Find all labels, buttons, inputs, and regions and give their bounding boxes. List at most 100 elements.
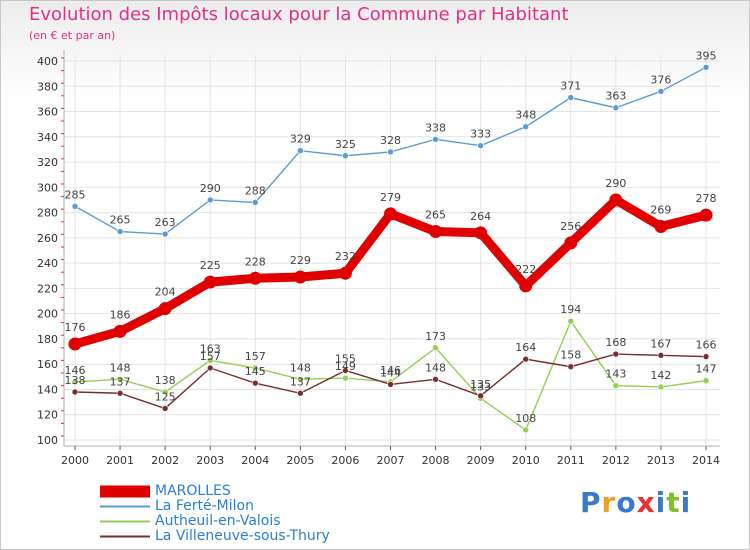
legend-item-autheuil-en-valois: Autheuil-en-Valois bbox=[100, 514, 330, 529]
data-label-la-villeneuve-sous-thury: 164 bbox=[515, 341, 536, 354]
data-point-la-ferte-milon bbox=[297, 147, 304, 154]
data-point-marolles bbox=[429, 225, 443, 239]
data-point-marolles bbox=[68, 337, 82, 351]
data-point-marolles bbox=[203, 275, 217, 289]
data-label-marolles: 278 bbox=[696, 192, 717, 205]
data-label-la-villeneuve-sous-thury: 158 bbox=[560, 349, 581, 362]
data-point-marolles bbox=[338, 266, 352, 280]
y-tick-label: 160 bbox=[37, 358, 58, 371]
x-tick-label: 2000 bbox=[61, 454, 89, 467]
y-tick-label: 280 bbox=[37, 207, 58, 220]
data-label-autheuil-en-valois: 133 bbox=[470, 380, 491, 393]
data-point-autheuil-en-valois bbox=[71, 378, 79, 386]
data-label-marolles: 204 bbox=[155, 286, 176, 299]
data-point-marolles bbox=[384, 207, 397, 221]
y-tick-label: 400 bbox=[37, 55, 58, 68]
data-point-marolles bbox=[248, 271, 262, 285]
data-point-autheuil-en-valois bbox=[702, 377, 710, 384]
data-label-autheuil-en-valois: 173 bbox=[425, 330, 446, 343]
data-label-la-ferte-milon: 325 bbox=[335, 138, 356, 151]
logo-letter: o bbox=[616, 486, 637, 519]
data-point-autheuil-en-valois bbox=[522, 426, 530, 434]
legend-label: La Ferté-Milon bbox=[155, 498, 254, 514]
legend-item-la-villeneuve-sous-thury: La Villeneuve-sous-Thury bbox=[100, 529, 330, 544]
data-label-autheuil-en-valois: 147 bbox=[696, 363, 717, 376]
data-label-autheuil-en-valois: 157 bbox=[245, 350, 266, 363]
data-point-la-villeneuve-sous-thury bbox=[432, 376, 439, 383]
data-label-autheuil-en-valois: 146 bbox=[380, 364, 401, 377]
legend-swatch-la-ferte-milon bbox=[100, 505, 150, 508]
y-tick-label: 340 bbox=[37, 131, 58, 144]
data-point-la-villeneuve-sous-thury bbox=[702, 353, 710, 360]
data-label-autheuil-en-valois: 146 bbox=[65, 364, 86, 377]
logo-letter: i bbox=[655, 486, 667, 519]
data-label-la-ferte-milon: 263 bbox=[155, 216, 176, 229]
x-tick-label: 2014 bbox=[692, 454, 720, 467]
data-label-autheuil-en-valois: 138 bbox=[155, 374, 176, 387]
legend-item-marolles: MAROLLES bbox=[100, 484, 330, 499]
proxiti-logo: Proxiti bbox=[580, 486, 691, 519]
data-point-la-ferte-milon bbox=[116, 228, 124, 235]
x-tick-label: 2009 bbox=[467, 454, 495, 467]
data-label-marolles: 222 bbox=[515, 263, 536, 276]
logo-letter: P bbox=[580, 486, 602, 519]
data-point-la-ferte-milon bbox=[251, 199, 259, 206]
data-point-marolles bbox=[293, 270, 307, 284]
data-point-autheuil-en-valois bbox=[297, 376, 304, 383]
data-label-autheuil-en-valois: 148 bbox=[110, 361, 131, 374]
data-point-autheuil-en-valois bbox=[116, 376, 124, 383]
data-point-autheuil-en-valois bbox=[612, 382, 620, 389]
data-point-autheuil-en-valois bbox=[567, 317, 575, 325]
y-tick-label: 140 bbox=[37, 383, 58, 396]
data-point-marolles bbox=[113, 324, 127, 338]
y-tick-label: 320 bbox=[37, 156, 58, 169]
x-tick-label: 2008 bbox=[422, 454, 450, 467]
data-point-autheuil-en-valois bbox=[432, 344, 439, 352]
data-label-la-ferte-milon: 348 bbox=[515, 109, 536, 122]
legend-swatch-marolles bbox=[100, 485, 150, 498]
data-point-autheuil-en-valois bbox=[657, 383, 665, 391]
data-label-marolles: 256 bbox=[560, 220, 581, 233]
data-label-la-ferte-milon: 333 bbox=[470, 128, 491, 141]
data-point-la-ferte-milon bbox=[71, 202, 79, 210]
y-tick-label: 120 bbox=[37, 409, 58, 422]
data-point-la-ferte-milon bbox=[657, 88, 665, 95]
data-label-la-villeneuve-sous-thury: 138 bbox=[65, 374, 86, 387]
data-label-autheuil-en-valois: 143 bbox=[605, 368, 626, 381]
logo-letter: x bbox=[636, 486, 656, 519]
y-tick-label: 380 bbox=[37, 80, 58, 93]
data-label-autheuil-en-valois: 194 bbox=[560, 303, 581, 316]
legend-label: MAROLLES bbox=[155, 483, 231, 499]
x-tick-label: 2010 bbox=[512, 454, 540, 467]
data-label-la-villeneuve-sous-thury: 168 bbox=[605, 336, 626, 349]
data-point-la-ferte-milon bbox=[702, 64, 710, 71]
data-label-la-ferte-milon: 363 bbox=[605, 90, 626, 103]
y-tick-label: 100 bbox=[37, 434, 58, 447]
data-point-la-ferte-milon bbox=[522, 123, 530, 130]
legend-item-la-ferte-milon: La Ferté-Milon bbox=[100, 499, 330, 514]
data-point-la-villeneuve-sous-thury bbox=[567, 363, 575, 371]
data-point-la-villeneuve-sous-thury bbox=[161, 405, 169, 412]
logo-letter: r bbox=[601, 486, 617, 519]
data-label-la-villeneuve-sous-thury: 135 bbox=[470, 378, 491, 391]
data-label-la-ferte-milon: 338 bbox=[425, 121, 446, 134]
data-label-la-ferte-milon: 288 bbox=[245, 184, 266, 197]
data-point-la-ferte-milon bbox=[161, 230, 169, 238]
legend-label: La Villeneuve-sous-Thury bbox=[155, 528, 330, 544]
chart-subtitle: (en € et par an) bbox=[29, 29, 116, 42]
y-tick-label: 260 bbox=[37, 232, 58, 245]
data-point-la-villeneuve-sous-thury bbox=[342, 367, 349, 374]
data-label-la-villeneuve-sous-thury: 144 bbox=[380, 366, 401, 379]
data-point-marolles bbox=[654, 219, 668, 233]
data-label-la-ferte-milon: 329 bbox=[290, 133, 311, 146]
data-point-la-ferte-milon bbox=[477, 142, 484, 149]
data-point-autheuil-en-valois bbox=[251, 364, 259, 372]
x-tick-label: 2006 bbox=[331, 454, 359, 467]
data-point-la-ferte-milon bbox=[612, 104, 620, 112]
data-label-marolles: 232 bbox=[335, 250, 356, 263]
data-label-marolles: 290 bbox=[605, 177, 626, 190]
x-tick-label: 2011 bbox=[557, 454, 585, 467]
logo-letter: i bbox=[680, 486, 692, 519]
data-label-marolles: 269 bbox=[650, 203, 671, 216]
